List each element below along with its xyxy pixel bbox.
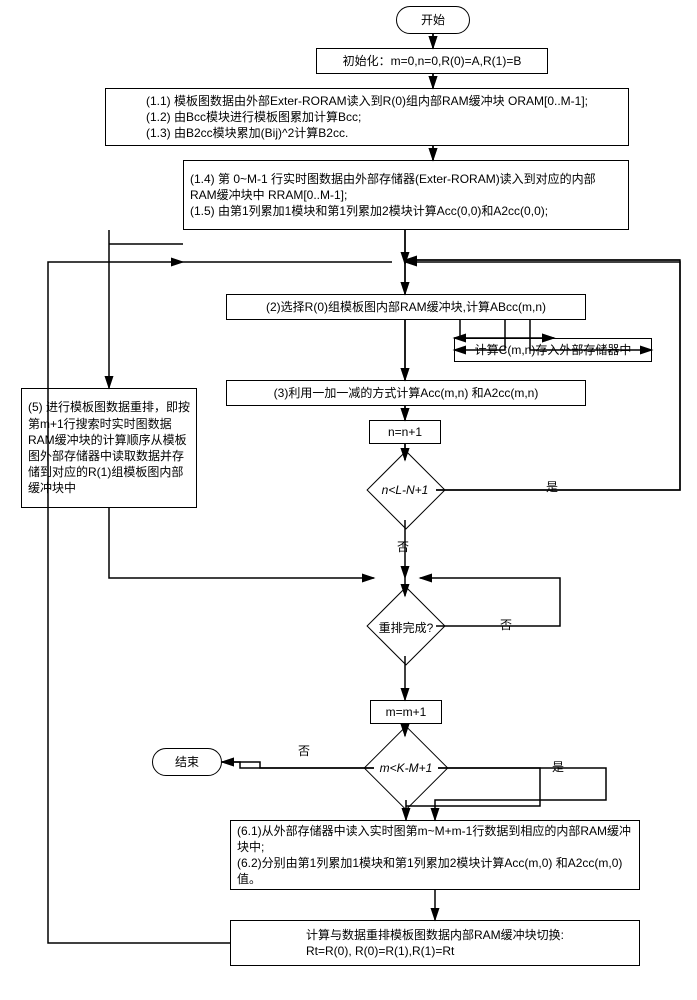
step2r-text: 计算C(m,n)存入外部存储器中 [475,342,632,358]
init-text: 初始化：m=0,n=0,R(0)=A,R(1)=B [343,53,522,69]
step1a-text: (1.1) 模板图数据由外部Exter-RORAM读入到R(0)组内部RAM缓冲… [146,93,588,142]
step7-text: 计算与数据重排模板图数据内部RAM缓冲块切换: Rt=R(0), R(0)=R(… [306,927,564,959]
d3-diamond [364,726,449,811]
step2-box: (2)选择R(0)组模板图内部RAM缓冲块,计算ABcc(m,n) [226,294,586,320]
step1b-text: (1.4) 第 0~M-1 行实时图数据由外部存储器(Exter-RORAM)读… [190,171,622,220]
ninc-box: n=n+1 [369,420,441,444]
end-label: 结束 [175,754,199,770]
d2-no-label: 否 [498,616,514,633]
init-box: 初始化：m=0,n=0,R(0)=A,R(1)=B [316,48,548,74]
start-terminator: 开始 [396,6,470,34]
d1-diamond [366,450,445,529]
step3-text: (3)利用一加一减的方式计算Acc(m,n) 和A2cc(m,n) [274,385,539,401]
minc-box: m=m+1 [370,700,442,724]
d3-no-label: 否 [296,742,312,759]
step7-box: 计算与数据重排模板图数据内部RAM缓冲块切换: Rt=R(0), R(0)=R(… [230,920,640,966]
step2r-box: 计算C(m,n)存入外部存储器中 [454,338,652,362]
step3-box: (3)利用一加一减的方式计算Acc(m,n) 和A2cc(m,n) [226,380,586,406]
step6-text: (6.1)从外部存储器中读入实时图第m~M+m-1行数据到相应的内部RAM缓冲块… [237,823,633,888]
step1b-box: (1.4) 第 0~M-1 行实时图数据由外部存储器(Exter-RORAM)读… [183,160,629,230]
step6-box: (6.1)从外部存储器中读入实时图第m~M+m-1行数据到相应的内部RAM缓冲块… [230,820,640,890]
minc-text: m=m+1 [386,704,427,720]
d1-yes-label: 是 [544,478,560,495]
start-label: 开始 [421,12,445,28]
d3-yes-label: 是 [550,758,566,775]
end-terminator: 结束 [152,748,222,776]
step1a-box: (1.1) 模板图数据由外部Exter-RORAM读入到R(0)组内部RAM缓冲… [105,88,629,146]
ninc-text: n=n+1 [388,424,422,440]
step5-text: (5) 进行模板图数据重排，即按第m+1行搜索时实时图数据RAM缓冲块的计算顺序… [28,399,190,496]
step2-text: (2)选择R(0)组模板图内部RAM缓冲块,计算ABcc(m,n) [266,299,546,315]
d1-no-label: 否 [395,538,411,555]
step5-box: (5) 进行模板图数据重排，即按第m+1行搜索时实时图数据RAM缓冲块的计算顺序… [21,388,197,508]
d2-diamond [366,586,445,665]
